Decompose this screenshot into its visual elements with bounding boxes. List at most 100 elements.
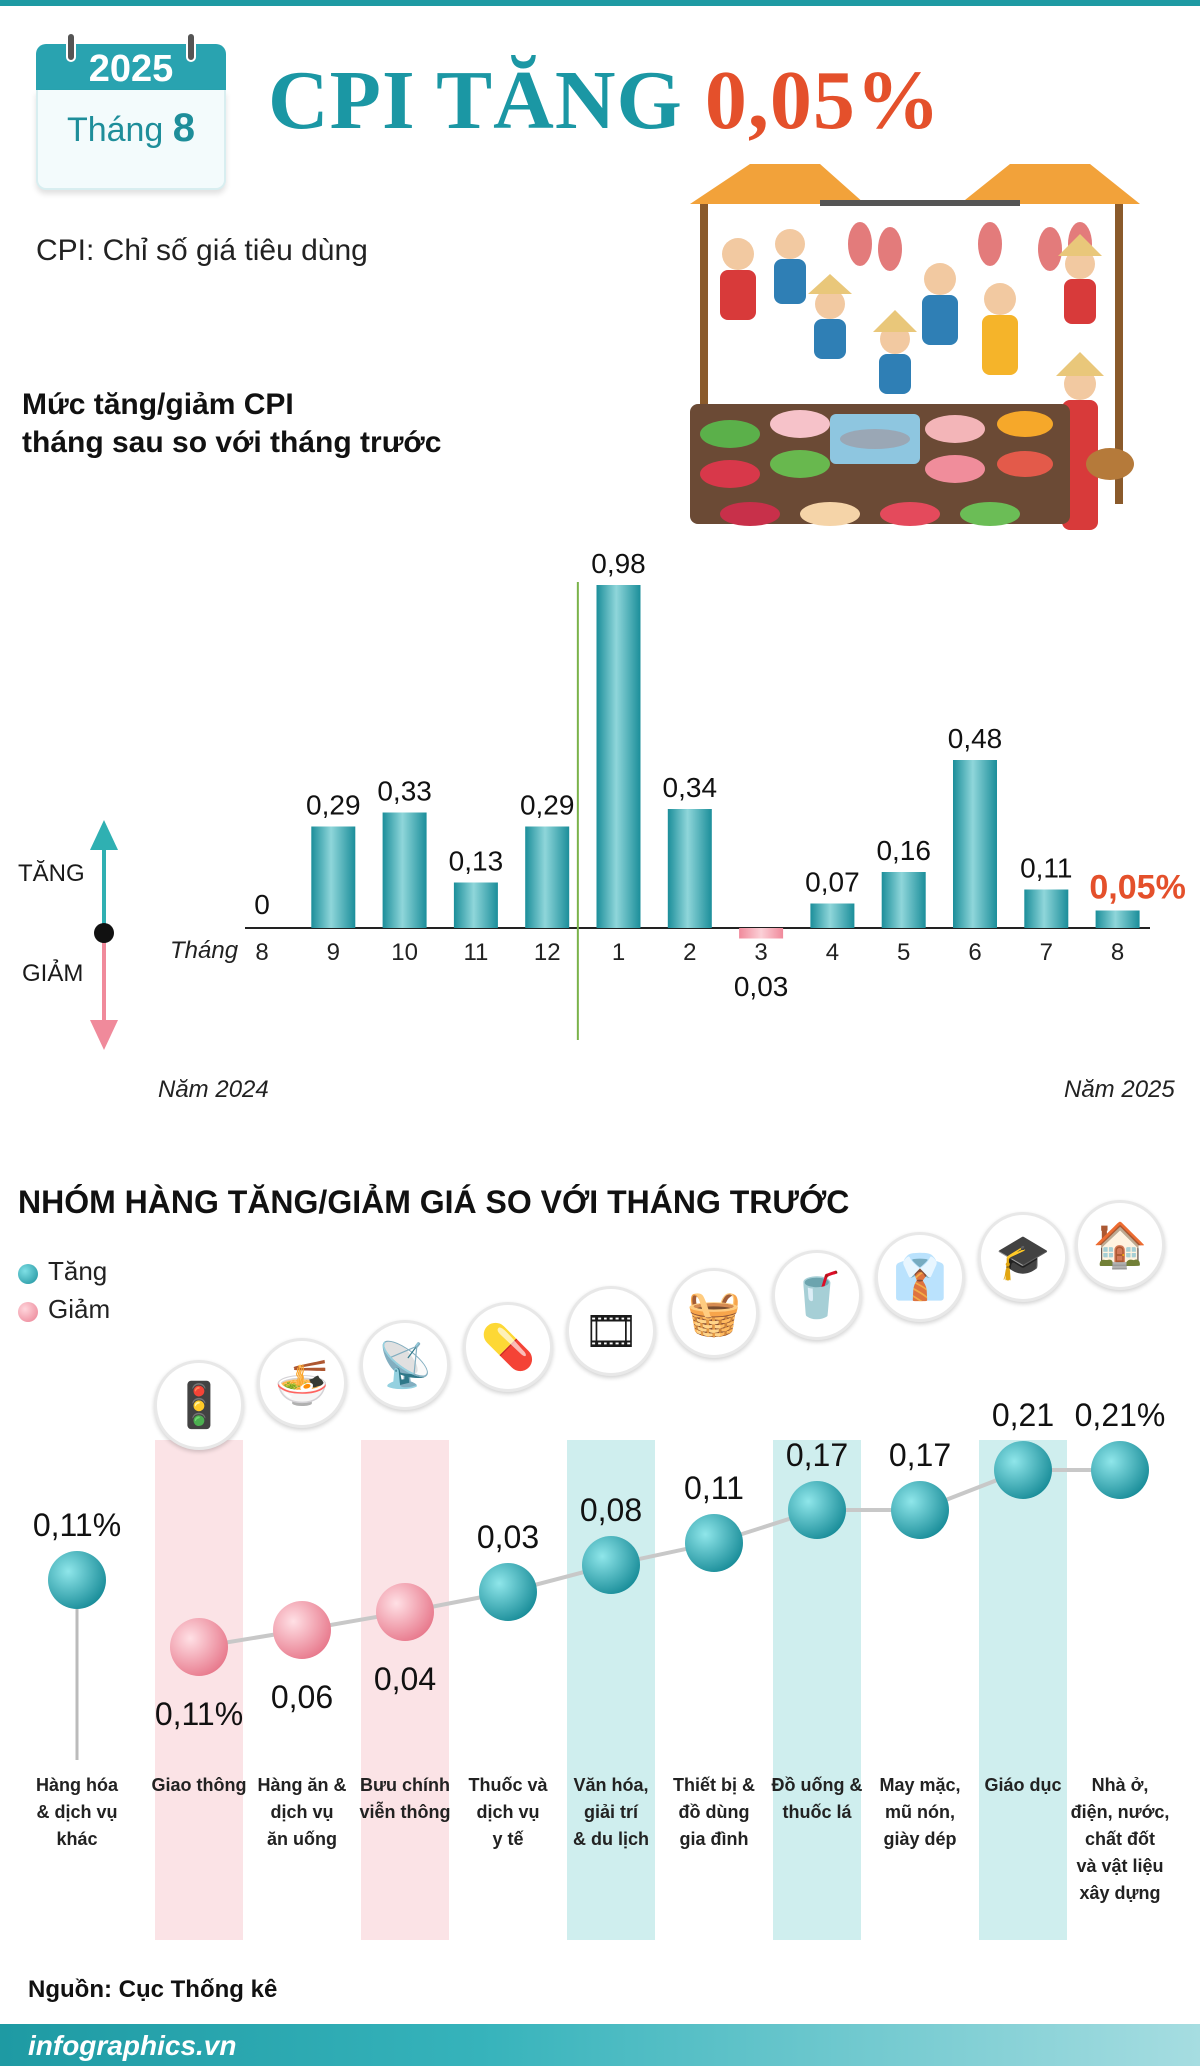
zero-point-icon — [94, 923, 114, 943]
section2-title: NHÓM HÀNG TĂNG/GIẢM GIÁ SO VỚI THÁNG TRƯ… — [18, 1184, 850, 1220]
cpi-value-label: 0,03 — [734, 971, 789, 1002]
cpi-value-label: 0,05% — [1089, 869, 1185, 907]
cpi-bar — [1024, 889, 1069, 928]
calendar-year: 2025 — [88, 48, 174, 90]
footer-site: infographics.vn — [28, 2030, 237, 2061]
category-label-line: mũ nón, — [885, 1802, 955, 1822]
category-label-line: Nhà ở, — [1091, 1775, 1149, 1795]
category-value-label: 0,17 — [786, 1437, 848, 1473]
medicine-pill-icon: 💊 — [463, 1302, 553, 1392]
source-label: Nguồn: — [28, 1976, 112, 2003]
cpi-bar — [953, 760, 997, 928]
category-value-label: 0,21 — [992, 1397, 1054, 1433]
cpi-bar — [1095, 910, 1140, 928]
category-value-label: 0,11% — [33, 1507, 121, 1543]
month-axis-label: Tháng — [170, 937, 239, 964]
category-dot — [376, 1583, 434, 1641]
year-2024-label: Năm 2024 — [158, 1076, 269, 1103]
market-stall-illustration — [690, 164, 1140, 530]
cpi-bar — [596, 585, 641, 928]
cpi-bar-chart: Tháng 0 8 0,29 9 0,33 10 0,13 11 0,29 12 0,98 1 0,34 2… — [170, 548, 1186, 1040]
cpi-value-label: 0,33 — [377, 776, 432, 807]
category-label-line: Hàng ăn & — [257, 1775, 347, 1795]
category-label-line: Đồ uống & — [771, 1775, 863, 1795]
category-label-line: May mặc, — [879, 1775, 961, 1795]
calendar-month: Tháng 8 — [36, 106, 226, 151]
category-label-line: Thuốc và — [468, 1775, 548, 1795]
cpi-value-label: 0,07 — [805, 867, 860, 898]
category-label-line: y tế — [492, 1829, 524, 1849]
title-part1: CPI TĂNG — [268, 54, 683, 147]
category-label: Nhà ở, điện, nước, chất đốt và vật liệu xây … — [1065, 1772, 1175, 1907]
calendar-month-label: Tháng — [66, 111, 164, 149]
category-value-label: 0,03 — [477, 1519, 539, 1555]
cpi-value-label: 0 — [254, 889, 270, 920]
legend-down-label: Giảm — [48, 1294, 111, 1324]
title-part2: 0,05% — [704, 54, 941, 147]
month-tick-label: 8 — [1111, 939, 1124, 966]
cpi-value-label: 0,11 — [1020, 853, 1072, 884]
food-bowl-icon: 🍜 — [257, 1338, 347, 1428]
category-dot — [273, 1601, 331, 1659]
category-label-line: đồ dùng — [678, 1802, 750, 1822]
washing-machine-icon: 🧺 — [669, 1268, 759, 1358]
calendar-ring-icon — [66, 32, 76, 62]
category-dot — [1091, 1441, 1149, 1499]
category-label-line: & du lịch — [573, 1829, 649, 1849]
up-arrow-icon — [90, 820, 118, 850]
category-label: Thiết bị & đồ dùng gia đình — [659, 1772, 769, 1853]
cpi-bar — [382, 812, 427, 928]
category-value-label: 0,08 — [580, 1492, 642, 1528]
drink-cigarette-icon: 🥤 — [772, 1250, 862, 1340]
month-tick-label: 6 — [968, 939, 981, 966]
category-value-label: 0,11 — [684, 1470, 744, 1506]
subtitle: CPI: Chỉ số giá tiêu dùng — [36, 234, 368, 267]
category-value-label: 0,11% — [155, 1696, 243, 1732]
category-dot — [582, 1536, 640, 1594]
calendar-month-number: 8 — [172, 106, 196, 150]
category-value-label: 0,21% — [1075, 1397, 1166, 1433]
traffic-light-icon: 🚦 — [154, 1360, 244, 1450]
category-column-bg — [979, 1440, 1067, 1940]
legend-up: Tăng — [16, 1256, 216, 1292]
stall-roof-left-icon — [690, 164, 865, 204]
category-value-label: 0,17 — [889, 1437, 951, 1473]
category-dot — [48, 1551, 106, 1609]
category-label: May mặc, mũ nón, giày dép — [865, 1772, 975, 1853]
month-tick-label: 7 — [1040, 939, 1053, 966]
category-label-line: & dịch vụ — [36, 1802, 118, 1822]
film-reel-icon: 🎞 — [566, 1286, 656, 1376]
category-label-line: Hàng hóa — [35, 1775, 118, 1795]
category-value-label: 0,06 — [271, 1679, 333, 1715]
month-tick-label: 12 — [534, 939, 561, 966]
basket-icon — [1086, 448, 1134, 480]
calendar-badge: 2025 Tháng 8 — [36, 32, 226, 190]
category-label-line: gia đình — [679, 1829, 749, 1849]
cpi-value-label: 0,29 — [306, 790, 361, 821]
category-dot — [479, 1563, 537, 1621]
cpi-value-label: 0,48 — [948, 723, 1003, 754]
category-dot — [788, 1481, 846, 1539]
category-label-line: điện, nước, — [1070, 1802, 1170, 1822]
category-label: Giáo dục — [968, 1772, 1078, 1799]
category-label: Đồ uống & thuốc lá — [762, 1772, 872, 1826]
category-label-line: Giao thông — [151, 1775, 247, 1795]
category-label-line: xây dựng — [1079, 1883, 1161, 1903]
month-tick-label: 5 — [897, 939, 910, 966]
month-tick-label: 3 — [754, 939, 767, 966]
category-dot-chart: 0,11% 0,11% 0,06 0,04 0,03 0,08 0,11 0,17 0,17 0,… — [33, 1397, 1166, 1760]
category-label-line: dịch vụ — [270, 1802, 334, 1822]
cpi-value-label: 0,34 — [663, 772, 718, 803]
category-label-line: dịch vụ — [476, 1802, 540, 1822]
legend-up-label: Tăng — [48, 1256, 108, 1286]
month-tick-label: 9 — [327, 939, 340, 966]
page-title: CPI TĂNG 0,05% — [268, 52, 941, 149]
category-dot — [170, 1618, 228, 1676]
cpi-bar — [667, 809, 712, 928]
footer-bar — [0, 2024, 1200, 2066]
category-column-bg — [361, 1440, 449, 1940]
month-tick-label: 11 — [463, 939, 488, 966]
month-tick-label: 8 — [255, 939, 268, 966]
source-value: Cục Thống kê — [118, 1976, 278, 2003]
category-dot — [685, 1514, 743, 1572]
